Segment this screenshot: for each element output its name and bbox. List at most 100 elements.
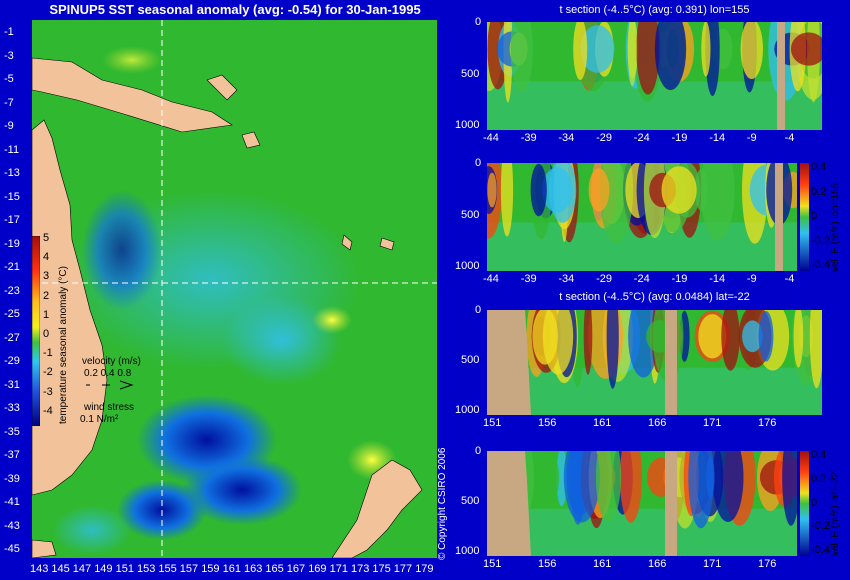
section-anomaly: [595, 451, 622, 523]
map-x-tick: 179: [415, 563, 434, 575]
panel2-section: [487, 163, 797, 271]
section-x-tick: 161: [593, 558, 612, 570]
map-x-tick: 169: [308, 563, 327, 575]
section-anomaly: [740, 22, 763, 79]
section-colorbar-tick: 0.2: [811, 185, 827, 198]
map-colorbar-tick: 0: [43, 328, 50, 340]
section-anomaly: [758, 311, 774, 362]
map-y-tick: -9: [4, 120, 14, 132]
panel4-colorbar-label: vel. E (m/s) lat=-22: [830, 471, 841, 556]
map-y-tick: -23: [4, 284, 20, 297]
section-land: [777, 22, 785, 130]
section-x-tick: -4: [784, 273, 795, 285]
section-anomaly: [573, 22, 588, 80]
section-x-tick: -39: [520, 273, 537, 285]
land-new-guinea: [32, 57, 233, 133]
section-coast: [487, 310, 531, 415]
panel1-section: [487, 22, 822, 130]
section-anomaly: [698, 314, 727, 359]
section-colorbar-tick: -0.2: [811, 520, 830, 533]
panel3-title: t section (-4..5°C) (avg: 0.0484) lat=-2…: [559, 291, 750, 303]
panel2-colorbar-label: vel. E (m/s) lon=155: [830, 182, 841, 272]
map-y-tick: -19: [4, 237, 20, 250]
section-x-tick: 166: [648, 417, 667, 429]
map-y-tick: -31: [4, 378, 20, 391]
map-y-tick: -33: [4, 402, 20, 414]
map-x-tick: 163: [244, 563, 263, 575]
section-x-tick: -34: [558, 273, 575, 285]
map-x-tick: 159: [201, 563, 220, 575]
section-anomaly: [793, 310, 804, 368]
section-anomaly: [532, 310, 558, 365]
section-colorbar-tick: 0: [811, 496, 818, 509]
section-x-tick: -34: [558, 132, 575, 144]
map-colorbar-tick: 5: [43, 232, 50, 244]
velocity-legend-label: velocity (m/s): [82, 356, 141, 367]
section-colorbar-tick: -0.2: [811, 234, 830, 247]
section-y-tick: 500: [461, 495, 480, 508]
section-anomaly: [500, 163, 514, 237]
map-colorbar-tick: 2: [43, 289, 50, 302]
map-x-tick: 175: [372, 563, 391, 575]
wind-legend-scale: 0.1 N/m²: [80, 414, 119, 425]
section-colorbar-tick: 0.4: [811, 449, 827, 461]
section-anomaly: [721, 310, 740, 371]
section-anomaly: [548, 163, 577, 223]
section-anomaly: [654, 22, 687, 91]
panel4-heatmap: [487, 451, 797, 556]
section-anomaly: [688, 451, 714, 529]
section-anomaly: [606, 310, 619, 389]
map-y-tick: -11: [4, 143, 20, 156]
wind-legend-label: wind stress: [84, 402, 135, 413]
map-y-tick: -21: [4, 261, 20, 273]
section-y-tick: 1000: [455, 259, 480, 272]
panel1-heatmap: [487, 22, 822, 130]
section-colorbar-tick: 0: [811, 210, 818, 222]
section-x-tick: -14: [709, 273, 726, 285]
section-x-tick: 156: [538, 417, 557, 429]
section-anomaly: [539, 452, 560, 503]
copyright: © Copyright CSIRO 2006: [437, 447, 448, 560]
section-anomaly: [742, 320, 763, 353]
velocity-legend-arrows: [80, 380, 140, 390]
map-y-tick: -41: [4, 496, 20, 508]
section-x-tick: -24: [633, 132, 650, 144]
section-anomaly: [782, 451, 797, 526]
section-anomaly: [661, 166, 697, 214]
section-anomaly: [556, 451, 568, 507]
section-x-tick: -29: [596, 273, 612, 285]
map-y-tick: -37: [4, 449, 20, 461]
section-deep-layer: [487, 508, 797, 556]
section-x-tick: -14: [709, 132, 726, 144]
map-x-tick: 177: [393, 563, 413, 575]
section-land: [665, 310, 677, 415]
map-colorbar-tick: -2: [43, 366, 53, 379]
section-x-tick: -44: [483, 132, 499, 144]
map-x-tick: 161: [222, 563, 241, 575]
section-x-tick: 151: [483, 417, 502, 429]
map-y-tick: -13: [4, 167, 20, 179]
section-coast: [487, 451, 531, 556]
section-anomaly: [809, 310, 822, 389]
section-y-tick: 500: [461, 354, 480, 367]
section-y-tick: 1000: [455, 403, 480, 416]
map-x-tick: 143: [30, 563, 49, 575]
section-x-tick: 171: [703, 558, 722, 570]
section-x-tick: -44: [483, 273, 499, 285]
section-x-tick: -19: [671, 132, 688, 144]
map-x-tick: 157: [179, 563, 199, 575]
section-colorbar-tick: 0.2: [811, 472, 827, 485]
section-anomaly: [530, 163, 547, 217]
section-colorbar-tick: -0.4: [811, 544, 830, 556]
map-x-tick: 173: [351, 563, 370, 575]
panel2-heatmap: [487, 163, 797, 271]
section-x-tick: -29: [596, 132, 612, 144]
map-y-tick: -43: [4, 519, 20, 532]
map-x-tick: 153: [137, 563, 156, 575]
map-colorbar-tick: -1: [43, 347, 53, 360]
map-x-tick: 145: [51, 563, 70, 575]
section-x-tick: 151: [483, 558, 502, 570]
map-x-tick: 155: [158, 563, 177, 575]
section-land: [775, 163, 783, 271]
section-y-tick: 500: [461, 67, 480, 80]
